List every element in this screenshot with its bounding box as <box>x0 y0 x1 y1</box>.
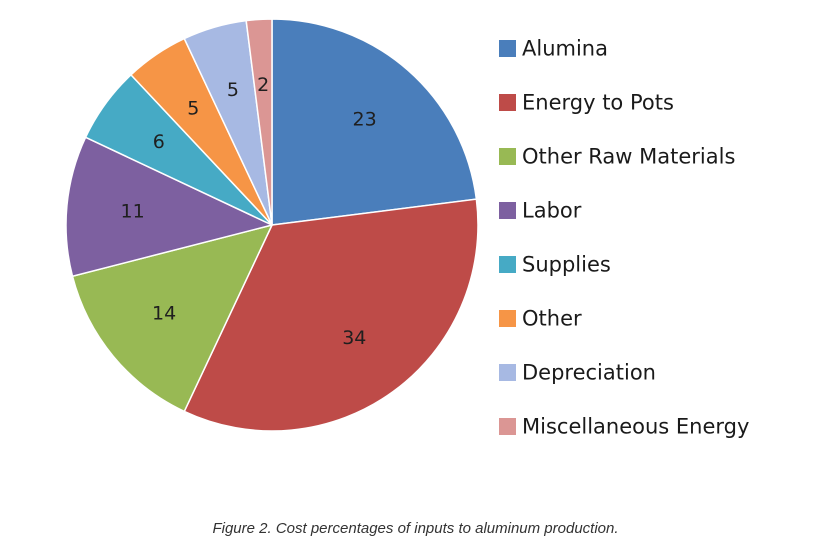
legend-label-other-raw-materials: Other Raw Materials <box>522 145 735 169</box>
legend-swatch-energy-to-pots <box>499 94 516 111</box>
legend-label-miscellaneous-energy: Miscellaneous Energy <box>522 415 749 439</box>
legend-swatch-other-raw-materials <box>499 148 516 165</box>
data-label-energy-to-pots: 34 <box>342 327 366 349</box>
pie-slice-other-raw-materials <box>71 223 274 413</box>
legend-label-alumina: Alumina <box>522 37 608 61</box>
data-label-labor: 11 <box>121 200 145 222</box>
data-label-other-raw-materials: 14 <box>152 303 176 325</box>
legend-swatch-supplies <box>499 256 516 273</box>
pie-slices <box>65 18 479 432</box>
legend-swatch-alumina <box>499 40 516 57</box>
legend-label-depreciation: Depreciation <box>522 361 656 385</box>
figure-caption: Figure 2. Cost percentages of inputs to … <box>212 520 619 537</box>
data-label-depreciation: 5 <box>227 79 239 101</box>
legend-swatch-miscellaneous-energy <box>499 418 516 435</box>
legend-swatch-other <box>499 310 516 327</box>
legend-label-energy-to-pots: Energy to Pots <box>522 91 674 115</box>
legend-label-other: Other <box>522 307 582 331</box>
legend: Alumina Energy to Pots Other Raw Materials… <box>499 37 749 439</box>
data-label-alumina: 23 <box>352 108 376 130</box>
data-label-other: 5 <box>187 98 199 120</box>
data-label-miscellaneous-energy: 2 <box>257 74 269 96</box>
legend-label-labor: Labor <box>522 199 582 223</box>
legend-swatch-labor <box>499 202 516 219</box>
pie-slice-miscellaneous-energy <box>245 18 273 226</box>
data-label-supplies: 6 <box>153 131 165 153</box>
pie-slice-energy-to-pots <box>183 198 479 432</box>
legend-label-supplies: Supplies <box>522 253 611 277</box>
pie-slice-alumina <box>271 18 478 226</box>
pie-slice-labor <box>65 136 275 278</box>
legend-swatch-depreciation <box>499 364 516 381</box>
